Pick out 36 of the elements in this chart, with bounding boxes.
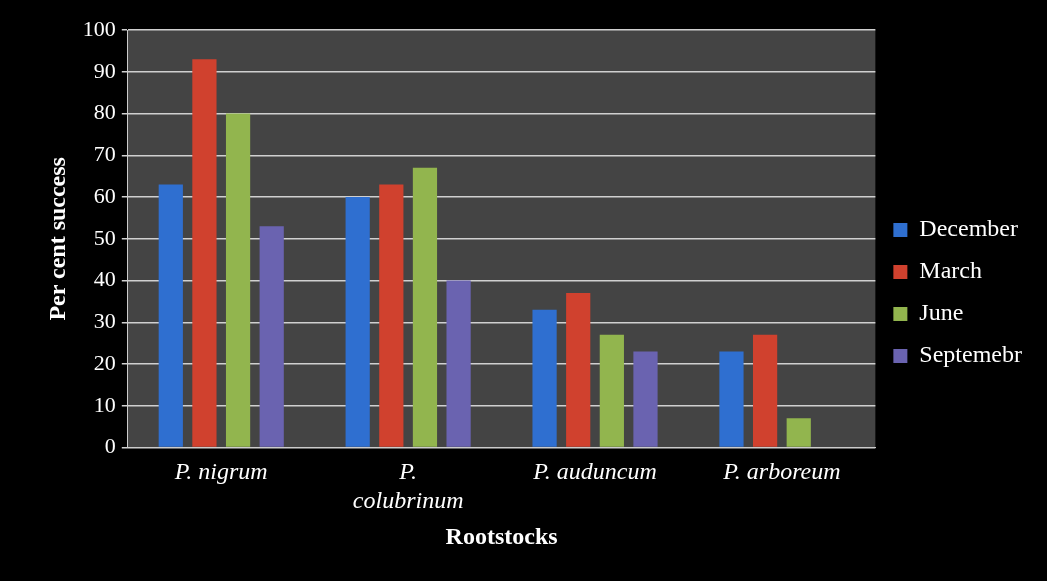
legend-label: December xyxy=(919,215,1018,242)
legend-label: March xyxy=(919,257,983,284)
bar xyxy=(158,184,183,447)
bar xyxy=(633,351,658,447)
y-tick-label: 50 xyxy=(93,224,116,250)
y-tick-label: 30 xyxy=(93,308,116,334)
y-tick-label: 80 xyxy=(93,99,116,125)
bar xyxy=(599,334,624,447)
legend-label: June xyxy=(919,299,964,326)
bar xyxy=(532,309,557,447)
y-axis-title: Per cent success xyxy=(43,157,70,321)
bar xyxy=(192,59,217,447)
legend-label: Septemebr xyxy=(919,341,1023,368)
bar xyxy=(225,113,251,447)
y-tick-label: 20 xyxy=(93,349,116,375)
y-tick-label: 0 xyxy=(104,433,116,459)
x-tick-label: P. colubrinum xyxy=(352,458,464,514)
y-tick-label: 40 xyxy=(93,266,116,292)
bar xyxy=(345,197,370,447)
y-tick-label: 70 xyxy=(93,141,116,167)
y-tick-label: 100 xyxy=(82,15,116,41)
bar xyxy=(259,226,284,447)
x-tick-label: P. arboreum xyxy=(722,458,841,485)
x-axis-title: Rootstocks xyxy=(445,522,558,549)
y-tick-label: 90 xyxy=(93,57,116,83)
bar xyxy=(719,351,744,447)
bar xyxy=(379,184,404,447)
bar xyxy=(786,418,811,447)
x-tick-label: P. nigrum xyxy=(173,458,268,485)
x-tick-label: P. auduncum xyxy=(532,458,657,485)
bar xyxy=(566,293,591,447)
bar xyxy=(412,167,438,447)
bar xyxy=(446,280,471,447)
bar xyxy=(752,334,778,447)
y-tick-label: 10 xyxy=(93,391,116,417)
y-tick-label: 60 xyxy=(93,182,116,208)
